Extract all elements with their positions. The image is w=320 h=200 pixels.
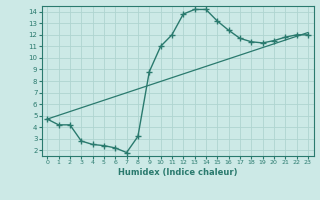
X-axis label: Humidex (Indice chaleur): Humidex (Indice chaleur) [118,168,237,177]
